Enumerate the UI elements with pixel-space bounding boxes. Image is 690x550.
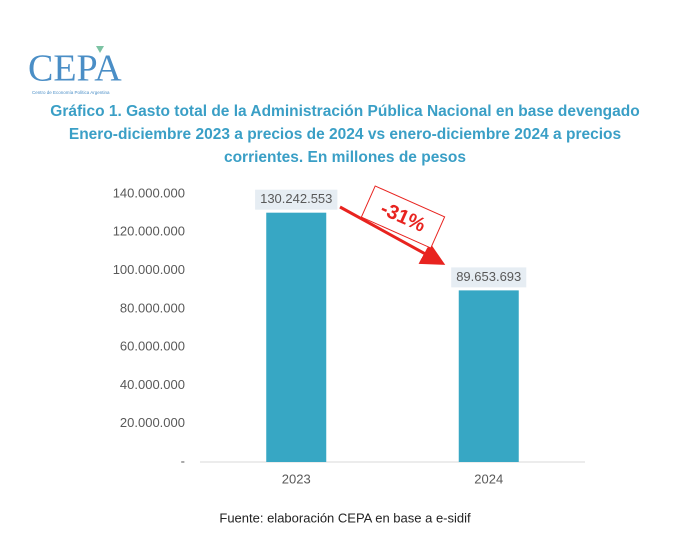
bar — [458, 290, 519, 462]
annotation-box — [360, 185, 446, 249]
y-tick-label: 60.000.000 — [120, 339, 185, 354]
source: Fuente: elaboración CEPA en base a e-sid… — [219, 510, 471, 525]
y-tick-label: 100.000.000 — [113, 262, 185, 277]
annotation: -31% — [360, 185, 446, 249]
y-tick-label: - — [181, 453, 185, 468]
logo-name: CEPA — [28, 48, 122, 90]
y-tick-label: 120.000.000 — [113, 224, 185, 239]
x-tick-label: 2024 — [474, 471, 503, 486]
value-label-bg — [451, 267, 527, 288]
value-label: 89.653.693 — [456, 269, 521, 284]
x-tick-label: 2023 — [282, 471, 311, 486]
y-tick-label: 40.000.000 — [120, 377, 185, 392]
y-tick-label: 140.000.000 — [113, 185, 185, 200]
y-tick-label: 20.000.000 — [120, 415, 185, 430]
logo-icon — [96, 46, 104, 53]
chart-title: Gráfico 1. Gasto total de la Administrac… — [50, 103, 639, 120]
chart-title: corrientes. En millones de pesos — [224, 149, 466, 166]
value-label: 130.242.553 — [260, 191, 332, 206]
logo-subtitle: Centro de Economía Política Argentina — [32, 90, 110, 95]
bar — [266, 212, 327, 462]
chart-title: Enero-diciembre 2023 a precios de 2024 v… — [69, 126, 621, 143]
arrow — [339, 205, 446, 265]
value-label-bg — [255, 189, 338, 210]
y-tick-label: 80.000.000 — [120, 300, 185, 315]
logo: CEPA Centro de Economía Política Argenti… — [28, 46, 122, 95]
